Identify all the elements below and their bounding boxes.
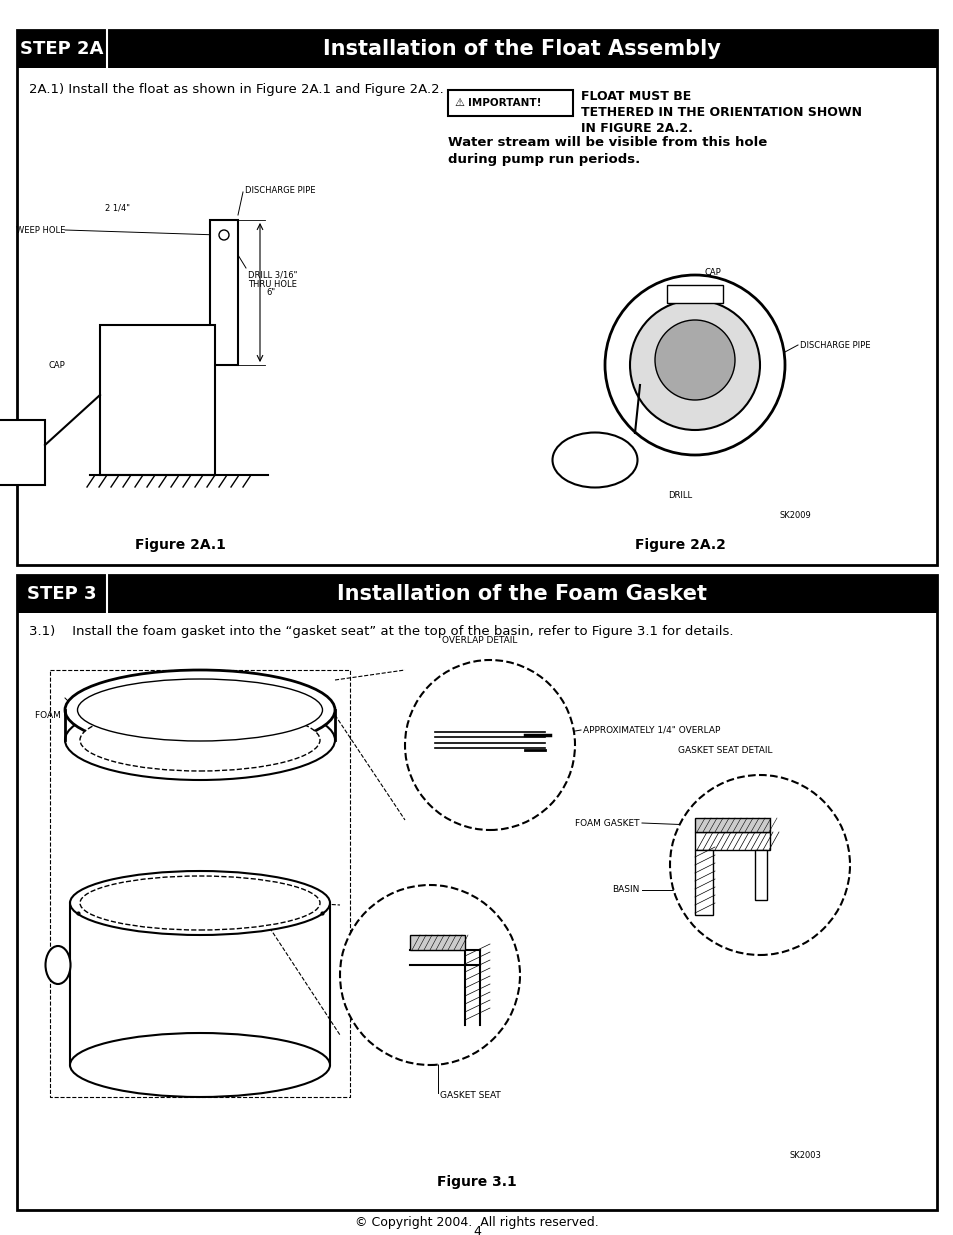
Ellipse shape [65, 700, 335, 781]
Bar [0, 420, 45, 485]
Text: CAP: CAP [704, 268, 721, 277]
Ellipse shape [80, 709, 319, 771]
Text: IMPORTANT!: IMPORTANT! [468, 98, 541, 107]
Text: STEP 2A: STEP 2A [20, 40, 104, 58]
Bar [666, 285, 722, 303]
Bar [100, 325, 214, 475]
Circle shape [669, 776, 849, 955]
Circle shape [219, 230, 229, 240]
Ellipse shape [77, 679, 322, 741]
Bar [754, 850, 766, 900]
Bar [410, 935, 464, 950]
Text: APPROXIMATELY 1/4" OVERLAP: APPROXIMATELY 1/4" OVERLAP [582, 725, 720, 735]
Ellipse shape [65, 671, 335, 750]
Bar [17, 576, 936, 1210]
Bar [17, 30, 936, 68]
Text: STEP 3: STEP 3 [28, 585, 96, 603]
Text: CAP: CAP [49, 361, 65, 369]
Text: DRILL: DRILL [667, 490, 691, 499]
Circle shape [629, 300, 760, 430]
Text: Figure 2A.2: Figure 2A.2 [634, 538, 724, 552]
Text: GASKET SEAT DETAIL: GASKET SEAT DETAIL [677, 746, 771, 755]
Ellipse shape [70, 1032, 330, 1097]
Ellipse shape [46, 946, 71, 984]
Text: FOAM GASKET: FOAM GASKET [35, 710, 99, 720]
Text: ⚠: ⚠ [454, 98, 463, 107]
Text: 3.1)    Install the foam gasket into the “gasket seat” at the top of the basin, : 3.1) Install the foam gasket into the “g… [29, 625, 733, 638]
Text: Figure 3.1: Figure 3.1 [436, 1174, 517, 1189]
Bar [17, 30, 936, 564]
Text: WEEP HOLE: WEEP HOLE [15, 226, 65, 235]
Text: SK2009: SK2009 [779, 510, 810, 520]
Text: GASKET SEAT: GASKET SEAT [439, 1091, 500, 1099]
Text: OVERLAP DETAIL: OVERLAP DETAIL [442, 636, 517, 645]
Text: BASIN: BASIN [612, 885, 639, 894]
Text: DISCHARGE PIPE: DISCHARGE PIPE [800, 341, 869, 350]
Bar [695, 818, 769, 832]
Text: 6": 6" [266, 288, 274, 296]
Ellipse shape [80, 876, 319, 930]
Text: Installation of the Foam Gasket: Installation of the Foam Gasket [336, 584, 706, 604]
Ellipse shape [552, 432, 637, 488]
Text: 2 1/4": 2 1/4" [105, 204, 130, 212]
Text: SK2003: SK2003 [788, 1151, 821, 1160]
Text: FLOAT MUST BE
TETHERED IN THE ORIENTATION SHOWN
IN FIGURE 2A.2.: FLOAT MUST BE TETHERED IN THE ORIENTATIO… [580, 90, 862, 135]
Text: DISCHARGE PIPE: DISCHARGE PIPE [245, 185, 315, 194]
Circle shape [405, 659, 575, 830]
Text: Water stream will be visible from this hole
during pump run periods.: Water stream will be visible from this h… [448, 136, 766, 165]
Circle shape [339, 885, 519, 1065]
Ellipse shape [70, 871, 330, 935]
Bar [17, 576, 936, 613]
Circle shape [655, 320, 734, 400]
Text: © Copyright 2004.  All rights reserved.: © Copyright 2004. All rights reserved. [355, 1216, 598, 1230]
Bar [448, 90, 573, 116]
Circle shape [604, 275, 784, 454]
Text: 4: 4 [473, 1225, 480, 1235]
Text: Installation of the Float Assembly: Installation of the Float Assembly [323, 40, 720, 59]
Text: 2A.1) Install the float as shown in Figure 2A.1 and Figure 2A.2.: 2A.1) Install the float as shown in Figu… [29, 83, 443, 96]
Bar [695, 832, 769, 850]
Text: DRILL 3/16"
THRU HOLE: DRILL 3/16" THRU HOLE [248, 270, 297, 289]
Text: Figure 2A.1: Figure 2A.1 [134, 538, 225, 552]
Bar [210, 220, 237, 366]
Text: FOAM GASKET: FOAM GASKET [575, 819, 639, 827]
Bar [695, 850, 712, 915]
